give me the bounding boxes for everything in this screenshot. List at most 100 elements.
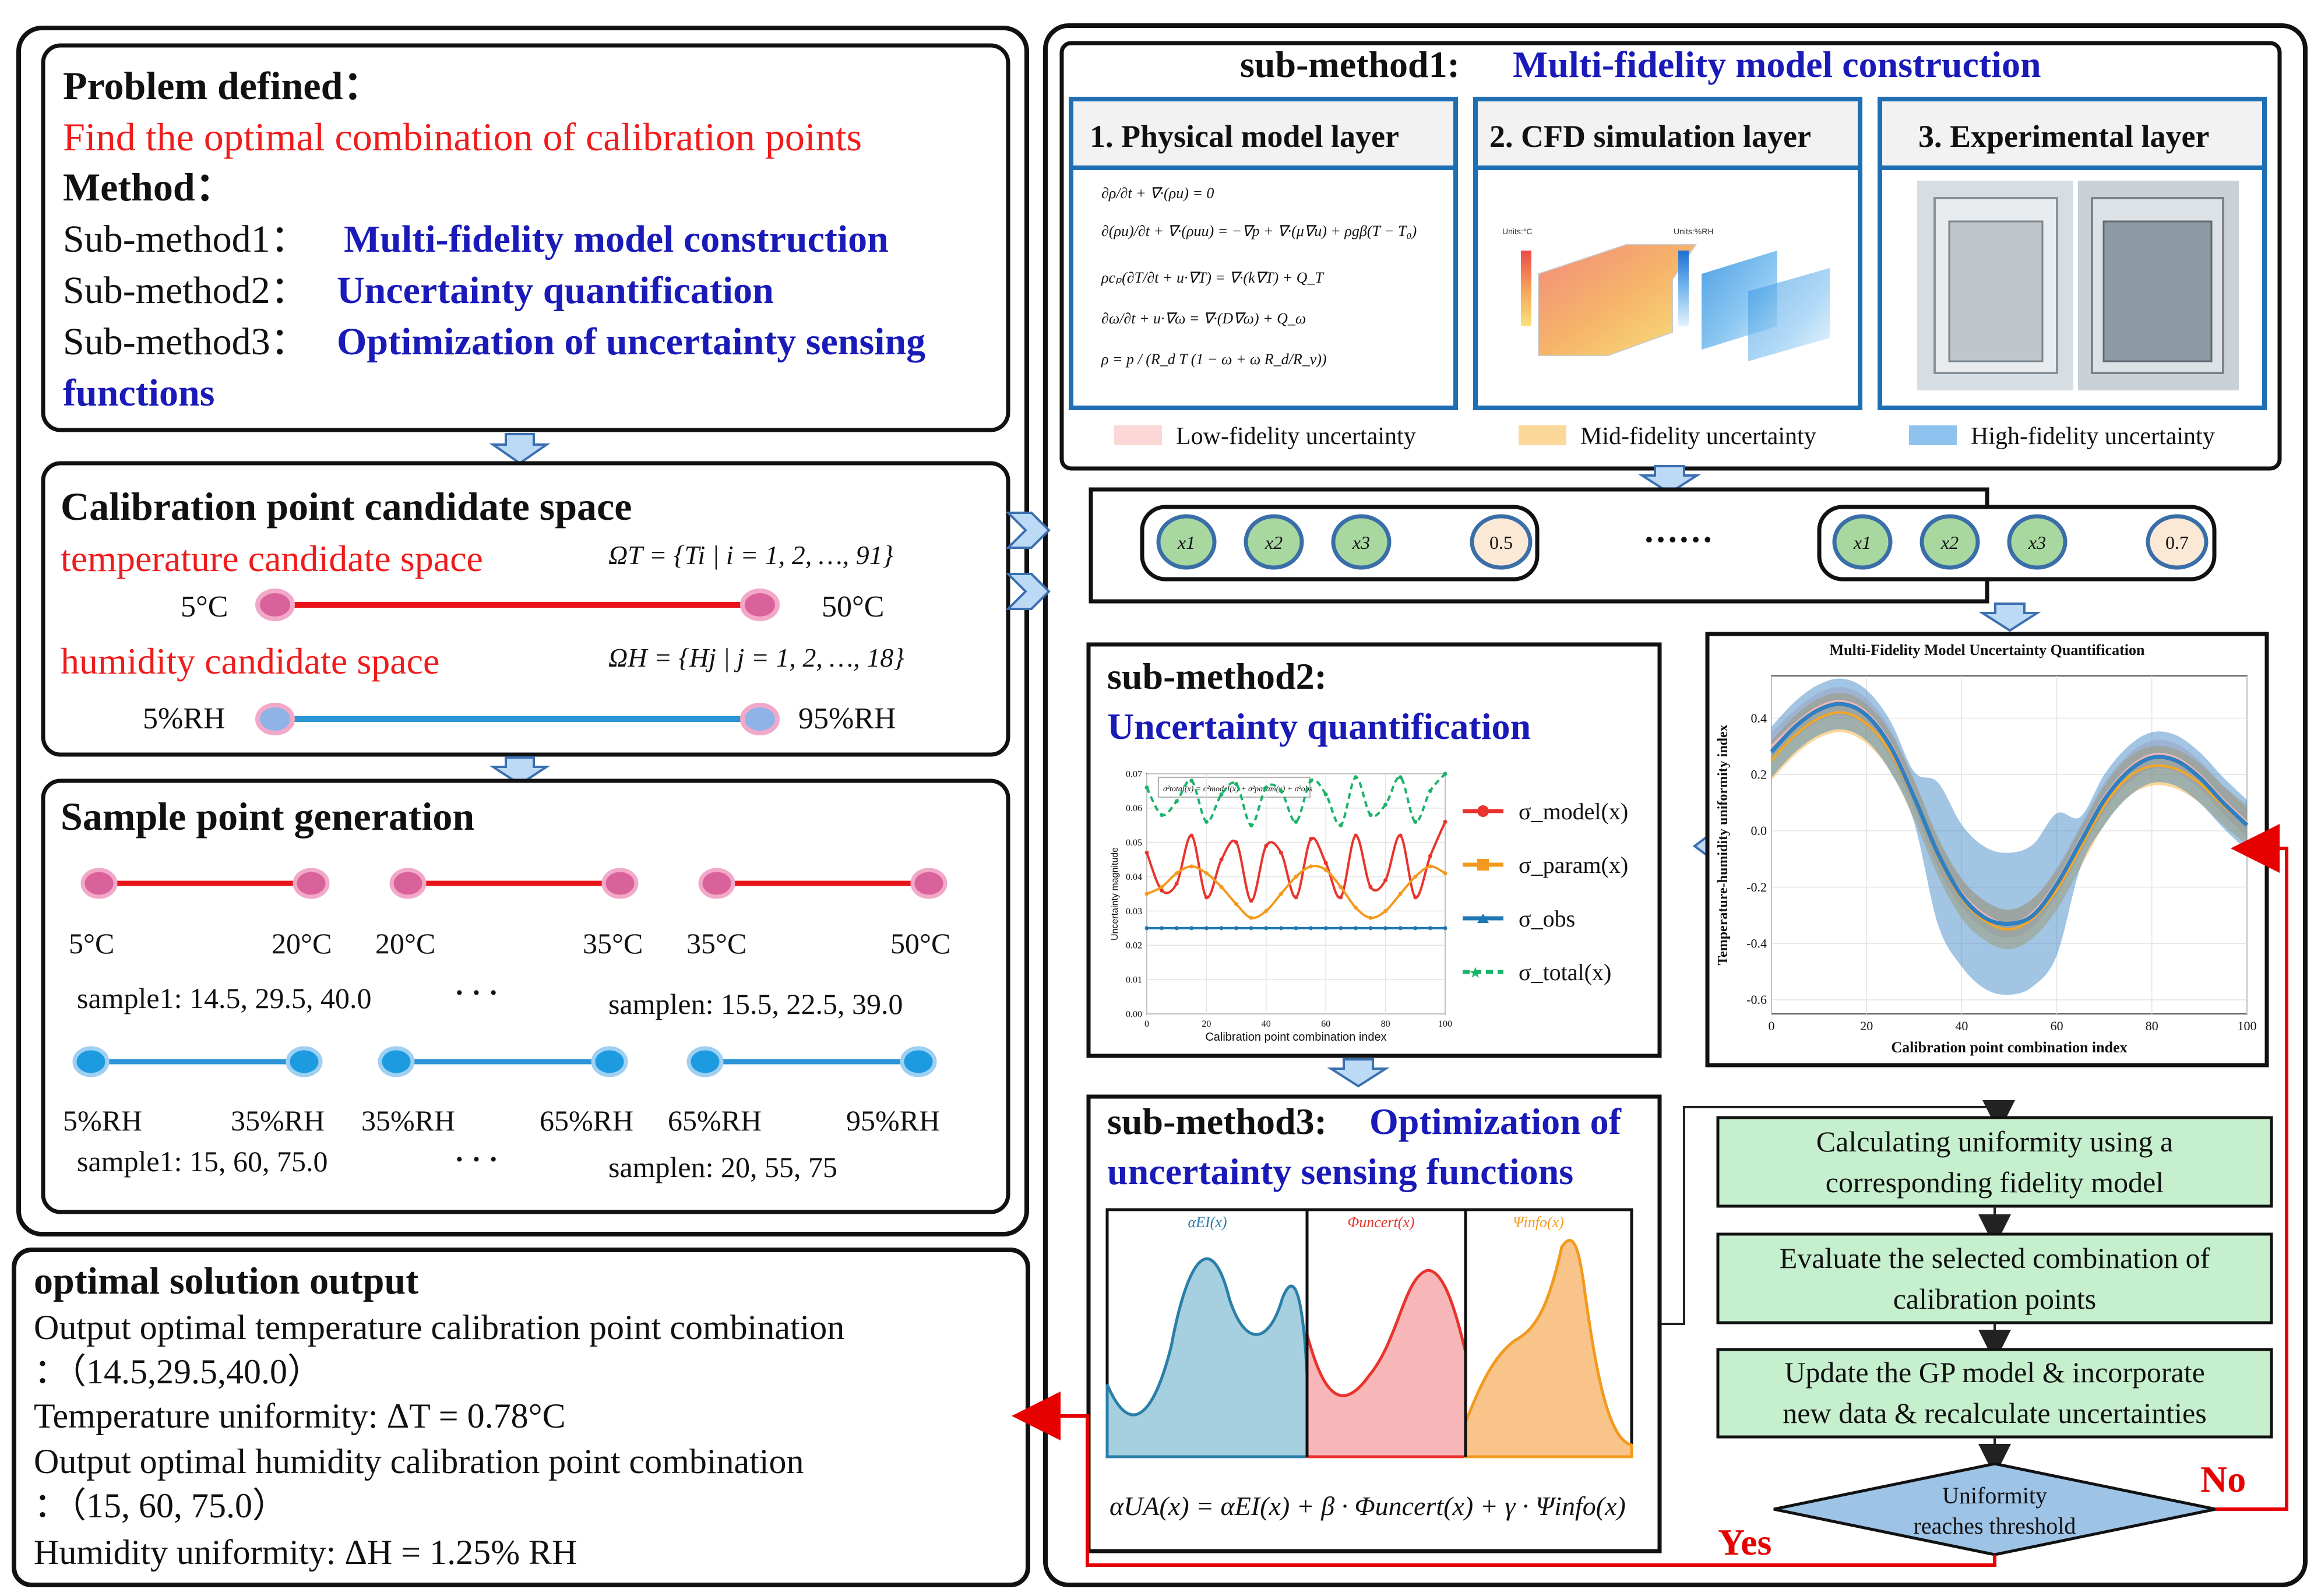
temp-dots: · · · bbox=[455, 976, 498, 1009]
legend-high-swatch bbox=[1909, 425, 1957, 445]
series-point-σ_total(x) bbox=[1323, 792, 1328, 797]
x-tick-label: 60 bbox=[2051, 1019, 2063, 1033]
series-point-σ_total(x) bbox=[1174, 799, 1179, 804]
series-point-σ_model(x) bbox=[1219, 857, 1224, 862]
series-point-σ_model(x) bbox=[1234, 840, 1239, 845]
series-point-σ_model(x) bbox=[1264, 844, 1269, 848]
series-point-σ_param(x) bbox=[1294, 875, 1298, 879]
chevron-right-2 bbox=[1005, 573, 1051, 610]
submethod2-label: Sub-method2： bbox=[63, 269, 309, 312]
series-point-σ_total(x) bbox=[1144, 785, 1149, 790]
submethod2-name: Uncertainty quantification bbox=[337, 269, 774, 312]
legend-mid-label: Mid-fidelity uncertainty bbox=[1580, 423, 1816, 450]
x-tick-label: 40 bbox=[1955, 1019, 1968, 1033]
y-tick-label: 0.0 bbox=[1751, 823, 1767, 838]
series-point-σ_model(x) bbox=[1339, 895, 1343, 900]
series-point-σ_obs bbox=[1160, 926, 1164, 931]
svg-text:∂ρ/∂t + ∇·(ρu) = 0: ∂ρ/∂t + ∇·(ρu) = 0 bbox=[1101, 185, 1214, 202]
cfd-scale-left bbox=[1521, 251, 1531, 326]
combo-left-value-node bbox=[1470, 514, 1533, 570]
series-point-σ_model(x) bbox=[1353, 833, 1358, 838]
combo-right-x3: x3 bbox=[2028, 532, 2046, 553]
submethod3-label: Sub-method3： bbox=[63, 320, 309, 363]
hum-samplen: samplen: 20, 55, 75 bbox=[608, 1151, 837, 1183]
y-tick-label: 0.04 bbox=[1126, 872, 1142, 882]
flow-yes-path bbox=[1012, 1391, 1996, 1567]
series-point-σ_param(x) bbox=[1204, 871, 1209, 876]
series-point-σ_model(x) bbox=[1428, 854, 1432, 858]
series-point-σ_param(x) bbox=[1189, 864, 1194, 869]
series-point-σ_obs bbox=[1383, 926, 1388, 931]
temp-node bbox=[389, 868, 427, 899]
hum-range-label-4: 65%RH bbox=[668, 1104, 762, 1137]
series-point-σ_obs bbox=[1443, 926, 1447, 931]
series-point-σ_total(x) bbox=[1160, 813, 1164, 818]
combo-left-x1: x1 bbox=[1177, 532, 1195, 553]
flow-step1-box bbox=[1716, 1116, 2273, 1208]
hum-range-label-3: 65%RH bbox=[540, 1104, 633, 1137]
problem-heading: Problem defined： bbox=[63, 64, 382, 108]
layer2-header bbox=[1473, 97, 1862, 170]
sm3-title: sub-method3: bbox=[1107, 1101, 1327, 1142]
hum-min-node bbox=[255, 703, 295, 735]
hum-min-label: 5%RH bbox=[143, 702, 226, 735]
series-point-σ_total(x) bbox=[1278, 788, 1283, 793]
series-line-σ_model(x) bbox=[1146, 821, 1446, 902]
series-point-σ_total(x) bbox=[1234, 782, 1239, 787]
series-point-σ_param(x) bbox=[1413, 875, 1418, 879]
temp-sample1: sample1: 14.5, 29.5, 40.0 bbox=[77, 982, 372, 1014]
series-point-σ_total(x) bbox=[1294, 819, 1298, 824]
legend-high-label: High-fidelity uncertainty bbox=[1971, 423, 2215, 450]
series-point-σ_model(x) bbox=[1189, 833, 1194, 838]
series-point-σ_obs bbox=[1339, 926, 1343, 931]
series-point-σ_obs bbox=[1174, 926, 1179, 931]
series-point-σ_model(x) bbox=[1323, 861, 1328, 865]
cfd-hum-plane-2 bbox=[1748, 268, 1830, 361]
series-point-σ_total(x) bbox=[1413, 819, 1418, 824]
series-line-σ_total(x) bbox=[1146, 773, 1446, 827]
series-point-σ_param(x) bbox=[1160, 885, 1164, 889]
series-point-σ_obs bbox=[1353, 926, 1358, 931]
flow-no-label: No bbox=[2200, 1458, 2246, 1500]
flow-decision bbox=[1773, 1462, 2216, 1556]
flow-step3-line2: new data & recalculate uncertainties bbox=[1783, 1397, 2206, 1429]
series-point-σ_total(x) bbox=[1204, 819, 1209, 824]
small-chart-legend: σ_model(x) σ_param(x) σ_obs ★ σ_total(x) bbox=[1463, 798, 1628, 985]
temp-min-label: 5°C bbox=[181, 590, 228, 623]
series-point-σ_model(x) bbox=[1174, 881, 1179, 886]
x-tick-label: 0 bbox=[1144, 1019, 1149, 1029]
output-line-2: ：（14.5,29.5,40.0） bbox=[34, 1352, 322, 1391]
series-point-σ_total(x) bbox=[1398, 775, 1403, 780]
sm3-name-part2: uncertainty sensing functions bbox=[1107, 1151, 1573, 1192]
flow-decision-line1: Uniformity bbox=[1942, 1482, 2047, 1509]
series-point-σ_total(x) bbox=[1309, 778, 1313, 783]
hum-range-label-2: 35%RH bbox=[361, 1104, 455, 1137]
series-point-σ_param(x) bbox=[1368, 915, 1373, 920]
submethod3-name: Optimization of uncertainty sensing bbox=[337, 320, 925, 363]
series-point-σ_obs bbox=[1323, 926, 1328, 931]
chamber-interior-2 bbox=[2102, 220, 2213, 362]
x-tick-label: 80 bbox=[2146, 1019, 2158, 1033]
x-tick-label: 100 bbox=[2238, 1019, 2257, 1033]
acq-formula: αUA(x) = αEI(x) + β · Φuncert(x) + γ · Ψ… bbox=[1110, 1491, 1626, 1521]
series-point-σ_param(x) bbox=[1219, 885, 1224, 889]
series-point-σ_param(x) bbox=[1443, 871, 1447, 876]
uncertainty-components-chart: Calibration point combination index Unce… bbox=[1110, 769, 1452, 1044]
candidate-title: Calibration point candidate space bbox=[61, 484, 632, 529]
output-line-1: Output optimal temperature calibration p… bbox=[34, 1308, 844, 1347]
chevron-right-1 bbox=[1005, 512, 1051, 549]
temp-range-label-3: 35°C bbox=[583, 927, 643, 960]
temp-node bbox=[80, 868, 118, 899]
down-arrow-4 bbox=[1978, 603, 2041, 632]
hum-max-node bbox=[740, 703, 780, 735]
series-point-σ_obs bbox=[1428, 926, 1432, 931]
combo-right-node-2 bbox=[1919, 514, 1980, 570]
series-point-σ_obs bbox=[1309, 926, 1313, 931]
cfd-units-left: Units:°C bbox=[1502, 227, 1533, 236]
hum-node bbox=[286, 1046, 323, 1077]
series-point-σ_param(x) bbox=[1428, 864, 1432, 869]
combo-right-node-1 bbox=[1832, 514, 1893, 570]
y-tick-label: 0.2 bbox=[1751, 767, 1767, 782]
series-line-High-fidelity bbox=[1770, 702, 2249, 926]
series-point-σ_param(x) bbox=[1353, 906, 1358, 910]
